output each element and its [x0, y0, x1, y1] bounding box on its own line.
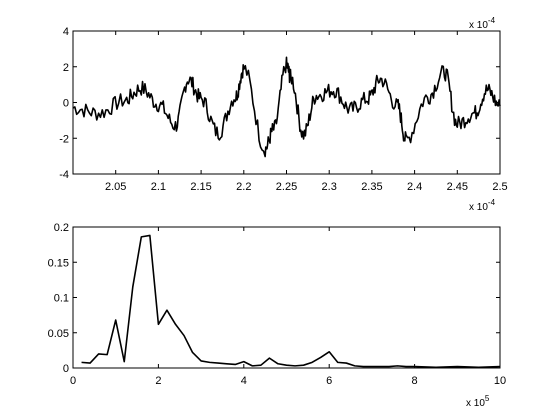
top-x-tick-label: 2.3: [322, 181, 337, 193]
top-x-tick-label: 2.45: [447, 181, 468, 193]
top-x-tick-label: 2.5: [492, 181, 507, 193]
bottom-y-tick-label: 0: [63, 363, 69, 375]
bottom-axes: 0 2 4 6 8 10 0 0.05 0.1 0.15 0.2 x 105: [48, 222, 507, 409]
bottom-spectrum-line: [81, 234, 501, 369]
top-x-exponent-label: x 10-4: [469, 198, 496, 213]
top-y-tick-label: 0: [63, 98, 69, 110]
bottom-y-tick-label: 0.2: [54, 222, 69, 234]
bottom-x-tick-label: 8: [412, 375, 418, 387]
top-x-tick-label: 2.1: [151, 181, 166, 193]
top-y-tick-label: -2: [59, 133, 69, 145]
top-x-tick-label: 2.4: [407, 181, 422, 193]
top-y-exponent-label: x 10-4: [469, 16, 496, 31]
bottom-x-tick-label: 6: [326, 375, 332, 387]
top-signal-line: [72, 56, 501, 158]
bottom-x-tick-label: 4: [241, 375, 247, 387]
top-y-tick-label: 4: [63, 26, 69, 38]
bottom-plot-box: [72, 226, 501, 369]
top-y-tick-label: 2: [63, 62, 69, 74]
top-x-tick-label: 2.25: [276, 181, 297, 193]
top-x-tick-label: 2.15: [190, 181, 211, 193]
bottom-x-tick-label: 2: [155, 375, 161, 387]
top-axes: 2.05 2.1 2.15 2.2 2.25 2.3 2.35 2.4 2.45 2.5 -4 -2…: [59, 16, 507, 213]
bottom-x-tick-label: 0: [70, 375, 76, 387]
top-x-tick-label: 2.35: [361, 181, 382, 193]
bottom-y-tick-label: 0.05: [48, 328, 69, 340]
bottom-y-tick-label: 0.1: [54, 293, 69, 305]
bottom-x-exponent-label: x 105: [466, 394, 490, 409]
bottom-x-tick-label: 10: [494, 375, 506, 387]
top-y-tick-label: -4: [59, 169, 69, 181]
bottom-y-tick-label: 0.15: [48, 257, 69, 269]
top-x-tick-label: 2.05: [105, 181, 126, 193]
top-plot-box: [72, 30, 501, 175]
top-x-tick-label: 2.2: [236, 181, 251, 193]
